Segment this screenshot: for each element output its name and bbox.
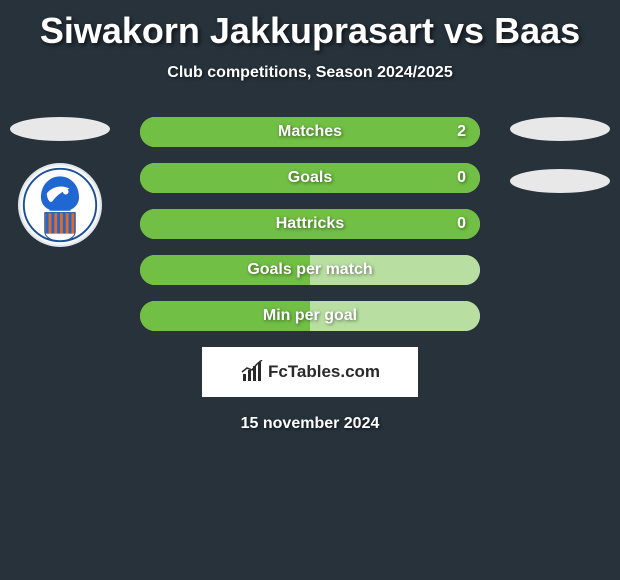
left-player-col [10, 117, 110, 247]
comparison-area: Matches 2 Goals 0 Hattricks 0 Goals per match M… [0, 117, 620, 331]
right-club-placeholder [510, 169, 610, 193]
stat-row: Goals per match [140, 255, 480, 285]
chart-icon [240, 360, 264, 384]
brand-text: FcTables.com [268, 362, 380, 382]
stat-row: Hattricks 0 [140, 209, 480, 239]
stat-value: 0 [457, 169, 466, 187]
stat-value: 0 [457, 215, 466, 233]
left-club-badge [18, 163, 102, 247]
stat-bars: Matches 2 Goals 0 Hattricks 0 Goals per match M… [140, 117, 480, 331]
left-player-placeholder [10, 117, 110, 141]
stat-row: Min per goal [140, 301, 480, 331]
stat-row: Goals 0 [140, 163, 480, 193]
page-subtitle: Club competitions, Season 2024/2025 [0, 64, 620, 82]
date-line: 15 november 2024 [0, 415, 620, 433]
stat-label: Min per goal [263, 307, 357, 325]
stat-label: Matches [278, 123, 342, 141]
stat-label: Goals [288, 169, 332, 187]
right-player-col [510, 117, 610, 193]
page-title: Siwakorn Jakkuprasart vs Baas [0, 0, 620, 52]
brand-footer: FcTables.com [202, 347, 418, 397]
stat-label: Hattricks [276, 215, 344, 233]
stat-row: Matches 2 [140, 117, 480, 147]
stat-value: 2 [457, 123, 466, 141]
stat-label: Goals per match [247, 261, 372, 279]
right-player-placeholder [510, 117, 610, 141]
